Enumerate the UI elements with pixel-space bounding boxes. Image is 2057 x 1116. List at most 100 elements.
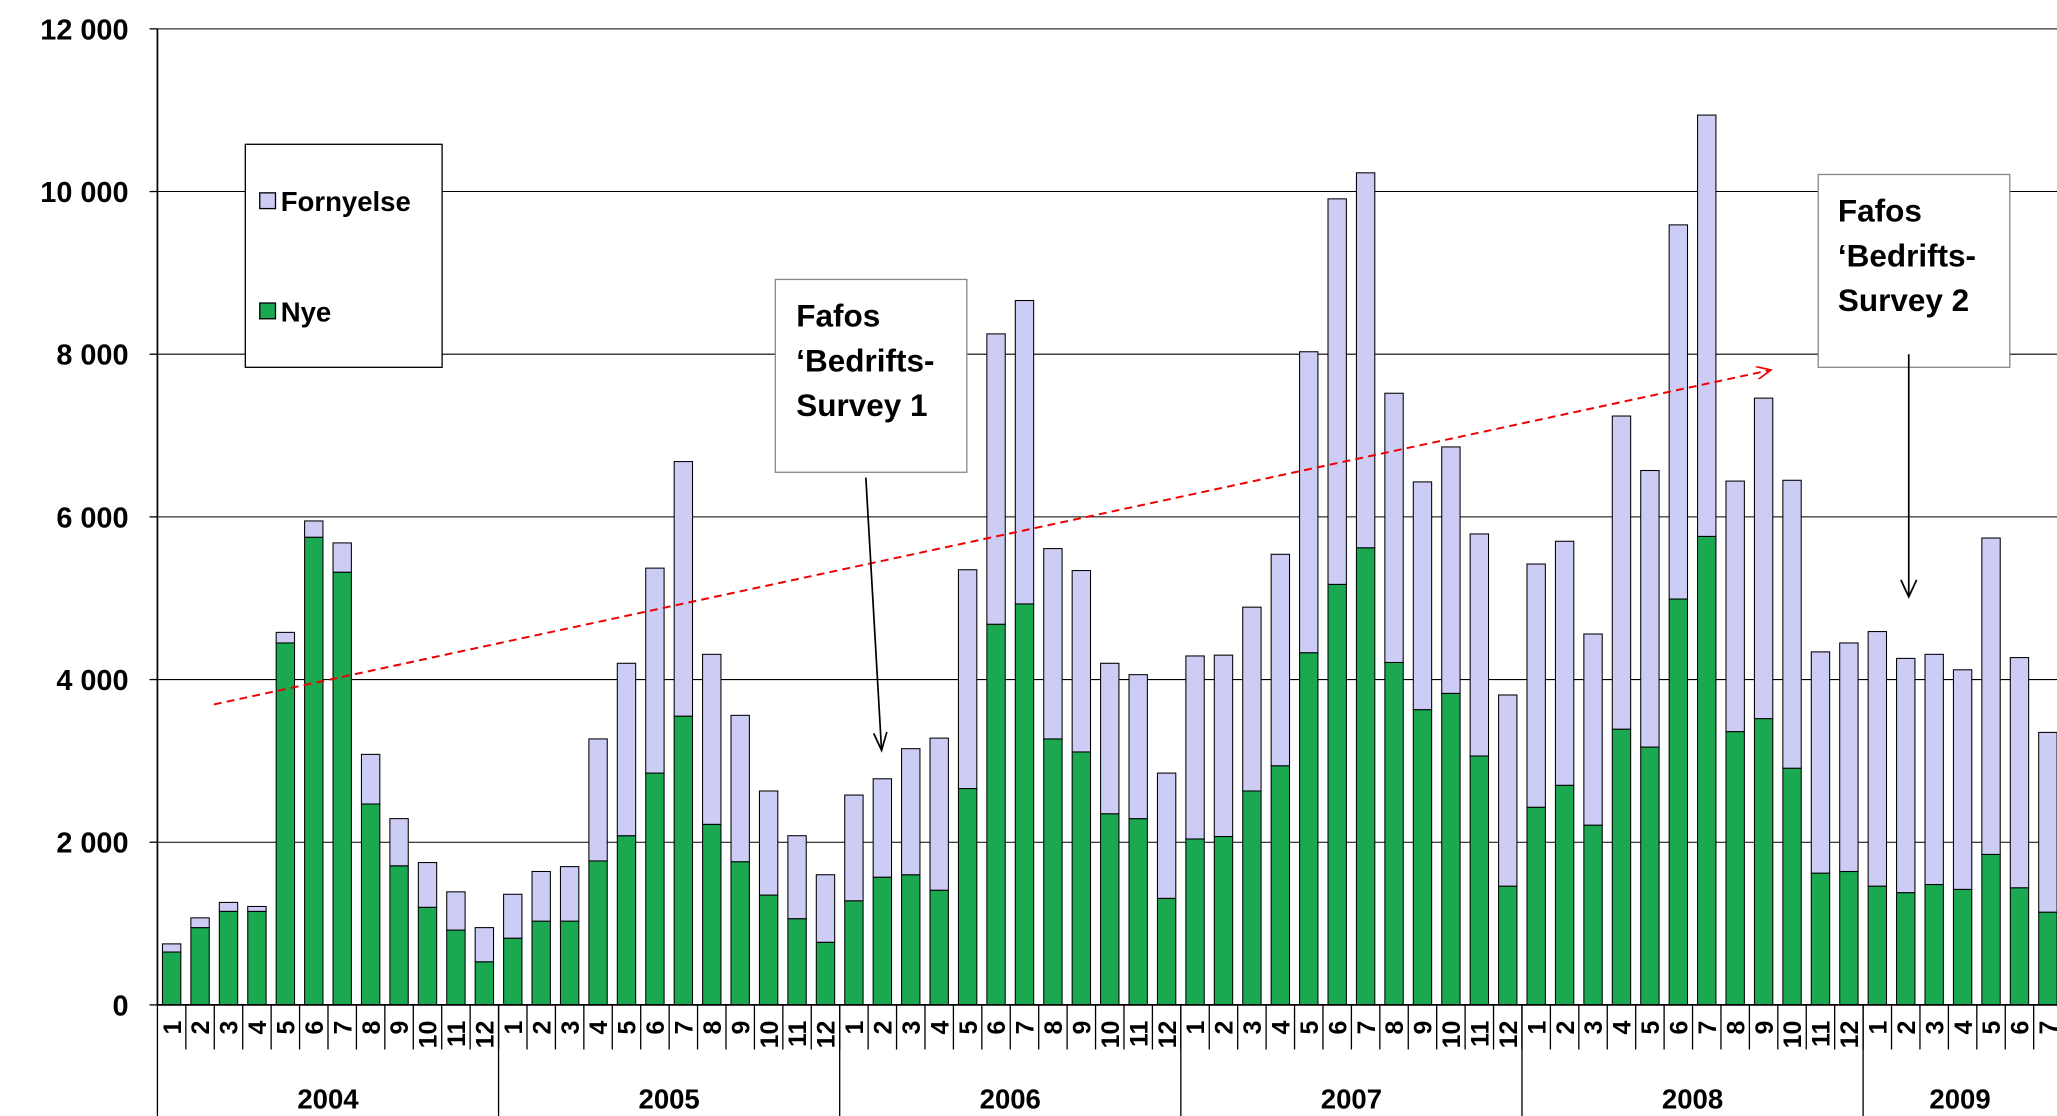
x-tick-label: 1 [1523, 1020, 1551, 1034]
bar-segment [1156, 772, 1177, 899]
x-tick-label: 8 [1040, 1020, 1068, 1034]
bar-segment [844, 794, 864, 902]
bar-segment [1896, 892, 1916, 1006]
y-tick-label: 4 000 [56, 665, 128, 697]
bar-segment [645, 772, 665, 1006]
x-tick-label: 6 [1666, 1021, 1694, 1035]
x-tick-label: 5 [1978, 1020, 2006, 1034]
legend-label: Nye [281, 296, 332, 327]
x-tick-label: 4 [1950, 1020, 1978, 1034]
bar-segment [1270, 553, 1291, 767]
bar-segment [1583, 824, 1603, 1006]
x-tick-label: 9 [386, 1021, 414, 1035]
y-tick-label: 0 [113, 990, 129, 1022]
bar-segment [901, 874, 921, 1006]
bar-segment [872, 876, 893, 1006]
x-tick-label: 7 [671, 1021, 699, 1035]
legend: Fornyelse Nye [244, 143, 443, 368]
bar-segment [1185, 655, 1205, 840]
bar-segment [1071, 570, 1092, 753]
group-label: 2009 [1929, 1084, 1990, 1115]
bar-segment [531, 920, 551, 1006]
trend-arrow [213, 370, 1771, 706]
group-label: 2005 [639, 1084, 700, 1115]
bar-segment [1412, 481, 1433, 711]
bar-segment [1782, 767, 1802, 1006]
legend-box [244, 143, 443, 368]
bar-segment [2009, 657, 2030, 889]
bar-segment [1156, 897, 1177, 1006]
bar-segment [190, 917, 210, 929]
x-tick-label: 8 [1722, 1020, 1750, 1034]
bar-segment [1697, 535, 1717, 1006]
bar-segment [161, 951, 182, 1006]
x-tick-label: 3 [557, 1021, 585, 1035]
bar-segment [1753, 397, 1774, 720]
bar-segment [1640, 746, 1660, 1006]
x-tick-label: 12 [1154, 1021, 1182, 1049]
x-tick-label: 1 [500, 1020, 528, 1034]
bar-segment [1697, 114, 1717, 537]
annotation-text: ‘Bedrifts- [796, 343, 934, 378]
bar-segment [161, 943, 182, 953]
annotation: Fafos ‘Bedrifts- Survey 1 [774, 278, 968, 753]
bar-segment [702, 653, 722, 825]
bar-segment [1100, 662, 1120, 815]
bar-segment [1526, 806, 1546, 1006]
x-tick-label: 11 [443, 1020, 471, 1046]
bar-segment [1128, 674, 1148, 820]
bar-segment [275, 642, 296, 1006]
x-tick-label: 10 [1438, 1021, 1466, 1049]
bar-segment [1952, 669, 1973, 890]
y-tick-label: 6 000 [56, 502, 128, 534]
x-tick-label: 9 [1410, 1021, 1438, 1035]
bar-segment [1611, 415, 1632, 730]
bar-segment [559, 920, 580, 1006]
group-label: 2007 [1321, 1084, 1382, 1115]
bar-segment [1270, 765, 1291, 1006]
bar-segment [901, 748, 921, 876]
x-tick-label: 2 [870, 1021, 898, 1035]
group-label: 2004 [297, 1084, 359, 1115]
x-tick-label: 7 [1012, 1021, 1040, 1035]
bar-segment [389, 818, 409, 867]
bar-segment [247, 910, 267, 1006]
bar-segment [1384, 392, 1404, 663]
bar-segment [190, 927, 210, 1006]
bar-segment [616, 662, 637, 837]
legend-swatch [259, 192, 277, 210]
bar-segment [1640, 469, 1660, 748]
bar-segment [1867, 631, 1888, 887]
bar-segment [1014, 603, 1035, 1006]
x-tick-label: 2 [187, 1021, 215, 1035]
bar-segment [1981, 853, 2001, 1006]
bar-segment [1043, 548, 1063, 740]
bar-segment [275, 631, 296, 644]
x-tick-label: 7 [1353, 1021, 1381, 1035]
bar-segment [1924, 653, 1944, 886]
x-tick-label: 10 [415, 1021, 443, 1049]
x-tick-label: 1 [1182, 1020, 1210, 1034]
bar-segment [1526, 563, 1546, 808]
bar-segment [559, 866, 580, 922]
bar-segment [247, 905, 267, 912]
x-tick-label: 6 [983, 1021, 1011, 1035]
arrow-head [872, 731, 888, 753]
bar-segment [360, 753, 381, 805]
x-tick-label: 1 [159, 1020, 187, 1034]
x-tick-label: 5 [1637, 1020, 1665, 1034]
bar-segment [1981, 537, 2001, 855]
x-tick-label: 11 [784, 1020, 812, 1046]
x-tick-label: 8 [699, 1020, 727, 1034]
bar-segment [645, 567, 665, 774]
x-tick-label: 5 [955, 1020, 983, 1034]
group-label: 2006 [980, 1084, 1041, 1115]
x-tick-label: 10 [1779, 1021, 1807, 1049]
x-tick-label: 5 [614, 1020, 642, 1034]
bar-segment [1810, 872, 1831, 1006]
bar-segment [1583, 633, 1603, 826]
bar-segment [1299, 652, 1319, 1006]
bar-segment [844, 900, 864, 1006]
x-tick-label: 11 [1125, 1020, 1153, 1046]
